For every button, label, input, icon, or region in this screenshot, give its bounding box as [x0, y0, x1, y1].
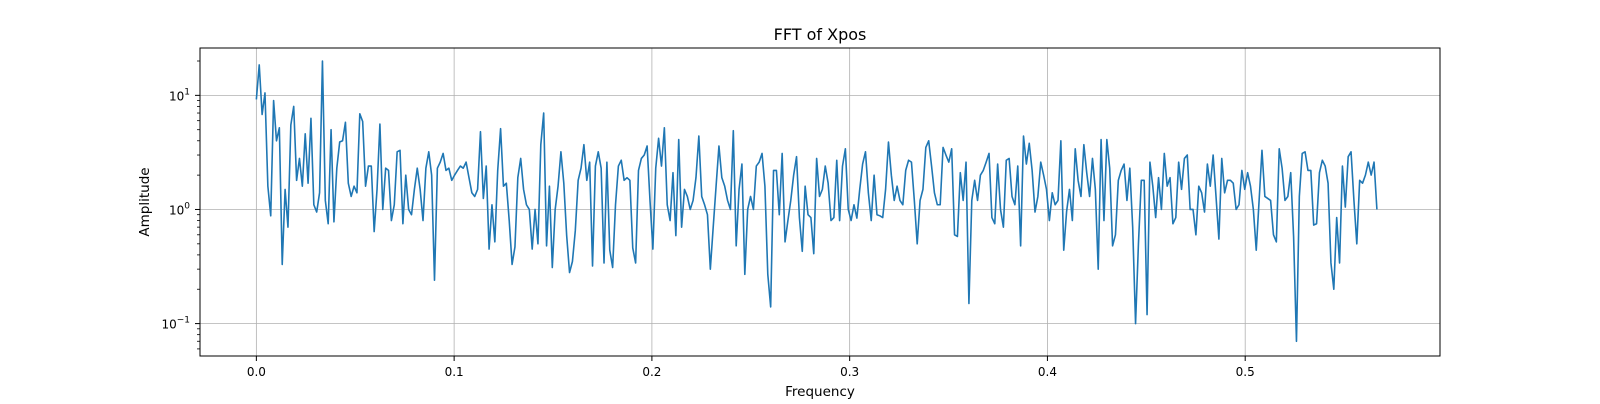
- x-tick-label: 0.0: [247, 365, 266, 379]
- x-tick-label: 0.1: [445, 365, 464, 379]
- y-tick-label: 101: [169, 87, 190, 103]
- x-tick-label: 0.4: [1038, 365, 1057, 379]
- y-tick-label: 10−1: [161, 316, 190, 332]
- series-layer: [255, 60, 1378, 343]
- fft-series-line: [255, 60, 1378, 343]
- x-tick-label: 0.5: [1236, 365, 1255, 379]
- x-tick-label: 0.2: [642, 365, 661, 379]
- y-axis-ticks: 10−1 100 101: [161, 60, 200, 350]
- y-tick-label: 100: [169, 201, 190, 217]
- x-axis-ticks: 0.0 0.1 0.2 0.3 0.4 0.5: [247, 356, 1255, 379]
- plot-frame: [199, 47, 1441, 357]
- y-axis-label: Amplitude: [137, 167, 153, 236]
- x-tick-label: 0.3: [840, 365, 859, 379]
- chart-title: FFT of Xpos: [774, 25, 867, 44]
- x-axis-label: Frequency: [785, 384, 855, 400]
